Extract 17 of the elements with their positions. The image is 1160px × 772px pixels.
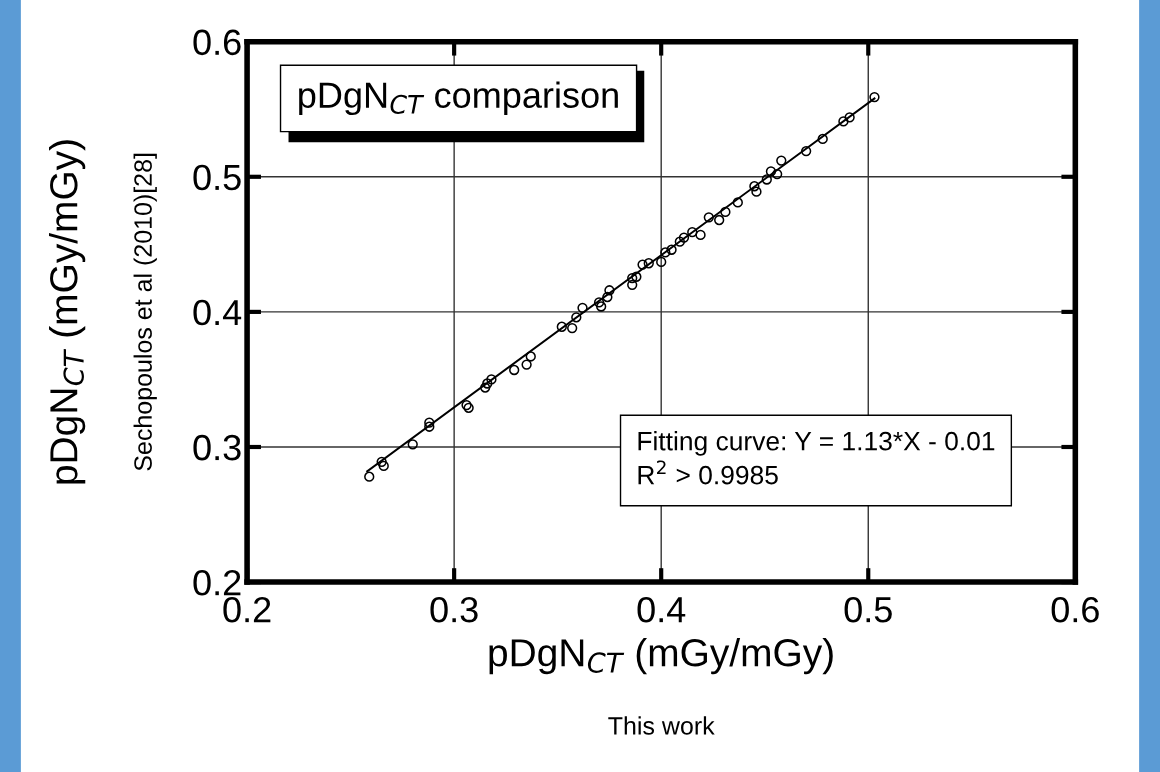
y-axis-title: pDgN$_{CT}$ (mGy/mGy) (49, 140, 86, 484)
y-tick-label: 0.3 (193, 434, 241, 461)
x-tick-label: 0.2 (223, 596, 271, 623)
text: Sechopoulos et al (2010)[28] (133, 153, 157, 471)
y-tick-label: 0.2 (193, 569, 241, 596)
text: pDgN$_{CT}$ comparison (299, 81, 618, 116)
y-tick-label: 0.6 (193, 29, 241, 56)
x-tick-label: 0.5 (844, 596, 892, 623)
x-tick-label: 0.4 (637, 596, 686, 623)
y-tick-label: 0.4 (193, 299, 242, 326)
x-axis-title: pDgN$_{CT}$ (mGy/mGy) (489, 637, 833, 675)
x-tick-label: 0.6 (1051, 596, 1099, 623)
annotation: Fitting curve: Y = 1.13*X - 0.01 (638, 431, 995, 456)
text: This work (608, 716, 715, 735)
x-tick-label: 0.3 (430, 596, 478, 623)
annotation: R$^{2}$ > 0.9985 (638, 460, 778, 485)
y-tick-label: 0.5 (193, 164, 241, 191)
